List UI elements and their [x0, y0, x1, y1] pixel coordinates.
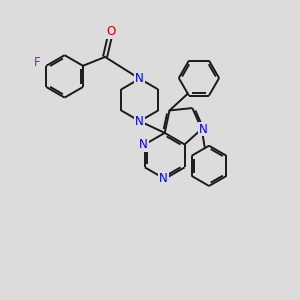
Text: F: F — [34, 56, 41, 69]
Text: N: N — [139, 138, 148, 151]
Text: O: O — [106, 25, 116, 38]
Text: N: N — [135, 72, 144, 85]
Text: N: N — [159, 172, 168, 185]
Text: N: N — [135, 115, 144, 128]
Text: N: N — [199, 122, 208, 136]
